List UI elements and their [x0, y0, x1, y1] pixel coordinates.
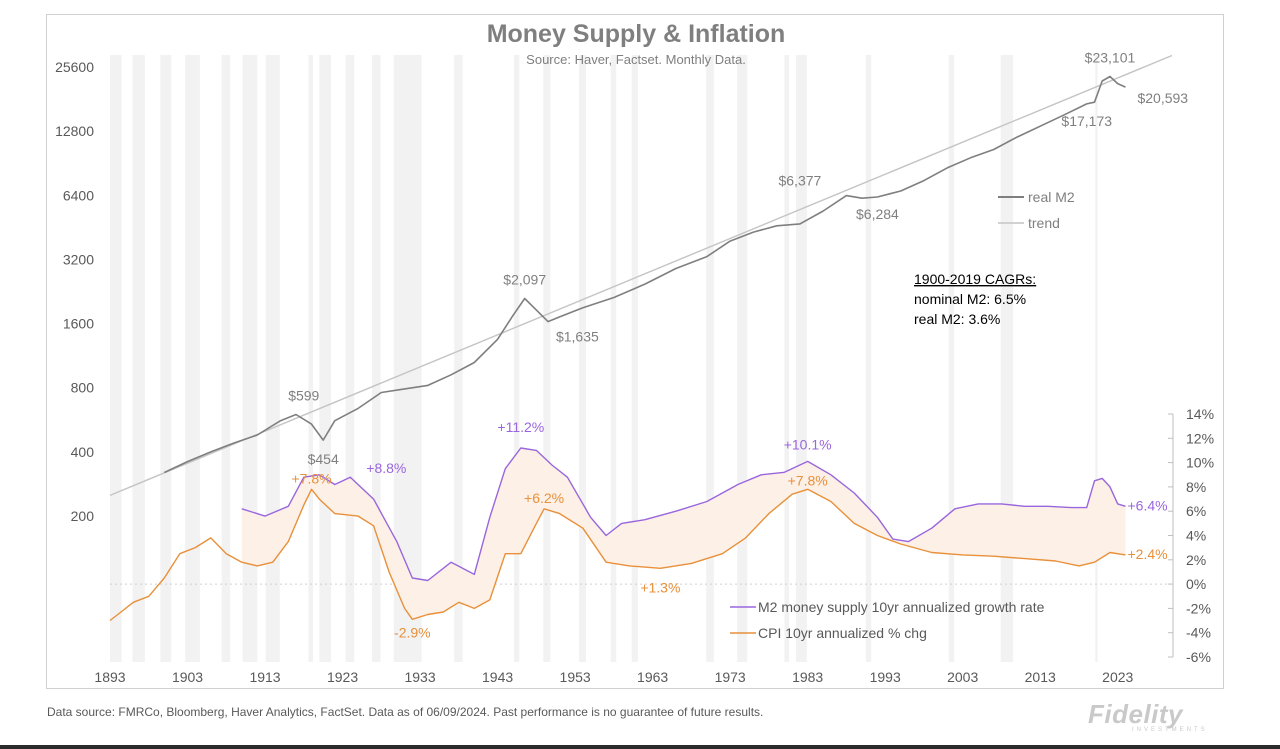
- annotation-real-m2: $2,097: [503, 272, 546, 288]
- x-axis-tick-label: 1933: [404, 669, 435, 685]
- cagr-line: real M2: 3.6%: [914, 311, 1000, 327]
- annotation-m2-growth: +11.2%: [497, 419, 544, 435]
- annotation-cpi: +7.8%: [788, 472, 828, 488]
- recession-band: [796, 55, 807, 662]
- right-axis-tick-label: 8%: [1186, 479, 1206, 495]
- left-axis-tick-label: 800: [71, 380, 95, 396]
- annotation-real-m2: $454: [308, 451, 339, 467]
- legend-label: M2 money supply 10yr annualized growth r…: [758, 599, 1045, 615]
- recession-band: [578, 55, 586, 662]
- x-axis-tick-label: 1913: [249, 669, 280, 685]
- recession-band: [737, 55, 748, 662]
- right-axis-tick-label: 12%: [1186, 430, 1214, 446]
- x-axis-tick-label: 2003: [947, 669, 978, 685]
- annotation-real-m2: $6,377: [778, 173, 821, 189]
- x-axis-tick-label: 1943: [482, 669, 513, 685]
- annotation-cpi: +2.4%: [1127, 546, 1167, 562]
- recession-bands: [110, 55, 1098, 662]
- chart-title: Money Supply & Inflation: [487, 20, 786, 48]
- x-axis-tick-label: 1983: [792, 669, 823, 685]
- recession-band: [132, 55, 145, 662]
- cpi-line: [109, 488, 1126, 622]
- recession-band: [610, 55, 617, 662]
- recession-band: [631, 55, 638, 662]
- left-axis-tick-label: 3200: [63, 251, 94, 267]
- x-axis-tick-label: 1973: [715, 669, 746, 685]
- recession-band: [1000, 55, 1014, 662]
- trend-line: [109, 54, 1173, 496]
- recession-band: [372, 55, 381, 662]
- recession-band: [513, 55, 520, 662]
- recession-band: [345, 55, 355, 662]
- left-axis-tick-label: 1600: [63, 316, 94, 332]
- right-axis-tick-label: -2%: [1186, 600, 1211, 616]
- right-axis-tick-label: 10%: [1186, 455, 1214, 471]
- chart: Money Supply & Inflation Source: Haver, F…: [55, 20, 1214, 685]
- right-axis-tick-label: 4%: [1186, 528, 1206, 544]
- fidelity-logo: Fidelity: [1088, 699, 1184, 729]
- left-axis-tick-label: 12800: [55, 123, 94, 139]
- recession-band: [706, 55, 714, 662]
- bottom-rule: [0, 745, 1280, 749]
- x-axis-tick-label: 1893: [94, 669, 125, 685]
- right-axis-tick-label: -6%: [1186, 649, 1211, 665]
- right-axis-tick-label: -4%: [1186, 625, 1211, 641]
- x-axis-tick-label: 1903: [172, 669, 203, 685]
- recession-band: [865, 55, 872, 662]
- recession-band: [221, 55, 231, 662]
- right-axis-tick-label: 6%: [1186, 503, 1206, 519]
- footnote: Data source: FMRCo, Bloomberg, Haver Ana…: [47, 705, 764, 719]
- x-axis-tick-label: 1923: [327, 669, 358, 685]
- x-axis-tick-label: 2013: [1025, 669, 1056, 685]
- legend-label: trend: [1028, 215, 1060, 231]
- annotation-cpi: +6.2%: [524, 490, 564, 506]
- x-axis-tick-label: 1993: [870, 669, 901, 685]
- right-axis-tick-label: 2%: [1186, 552, 1206, 568]
- recession-band: [948, 55, 955, 662]
- recession-band: [454, 55, 463, 662]
- annotation-cpi: +1.3%: [640, 579, 680, 595]
- recession-band: [242, 55, 258, 662]
- left-axis-tick-label: 6400: [63, 187, 94, 203]
- annotation-real-m2: $23,101: [1085, 50, 1136, 66]
- recession-band: [784, 55, 790, 662]
- recession-band: [265, 55, 280, 662]
- annotation-real-m2: $6,284: [856, 206, 899, 222]
- left-axis-tick-label: 200: [71, 508, 95, 524]
- cagr-line: nominal M2: 6.5%: [914, 291, 1026, 307]
- spread-fill: [241, 448, 1126, 620]
- annotation-real-m2: $599: [288, 387, 319, 403]
- chart-subtitle: Source: Haver, Factset. Monthly Data.: [526, 52, 746, 67]
- real-m2-line: [163, 75, 1126, 474]
- legend-label: real M2: [1028, 189, 1075, 205]
- left-axis-tick-label: 400: [71, 444, 95, 460]
- recession-band: [308, 55, 314, 662]
- left-axis-tick-label: 25600: [55, 59, 94, 75]
- right-axis-tick-label: 14%: [1186, 406, 1214, 422]
- x-axis-tick-label: 2023: [1102, 669, 1133, 685]
- annotation-m2-growth: +6.4%: [1127, 497, 1167, 513]
- x-axis-tick-label: 1963: [637, 669, 668, 685]
- recession-band: [185, 55, 200, 662]
- annotation-m2-growth: +10.1%: [784, 436, 832, 452]
- x-axis-tick-label: 1953: [560, 669, 591, 685]
- annotation-real-m2: $17,173: [1061, 113, 1112, 129]
- m2-growth-line: [241, 447, 1126, 582]
- recession-band: [160, 55, 172, 662]
- annotation-cpi: -2.9%: [394, 624, 431, 640]
- recession-band: [319, 55, 331, 662]
- annotation-real-m2: $1,635: [556, 329, 599, 345]
- annotation-real-m2: $20,593: [1137, 90, 1188, 106]
- recession-band: [110, 55, 122, 662]
- annotation-m2-growth: +8.8%: [366, 460, 406, 476]
- recession-band: [543, 55, 551, 662]
- recession-band: [1095, 55, 1098, 662]
- legend-label: CPI 10yr annualized % chg: [758, 625, 927, 641]
- right-axis-tick-label: 0%: [1186, 576, 1206, 592]
- annotation-cpi: +7.8%: [292, 470, 332, 486]
- fidelity-logo-subtitle: INVESTMENTS: [1132, 727, 1208, 733]
- cagr-heading: 1900-2019 CAGRs:: [914, 271, 1036, 287]
